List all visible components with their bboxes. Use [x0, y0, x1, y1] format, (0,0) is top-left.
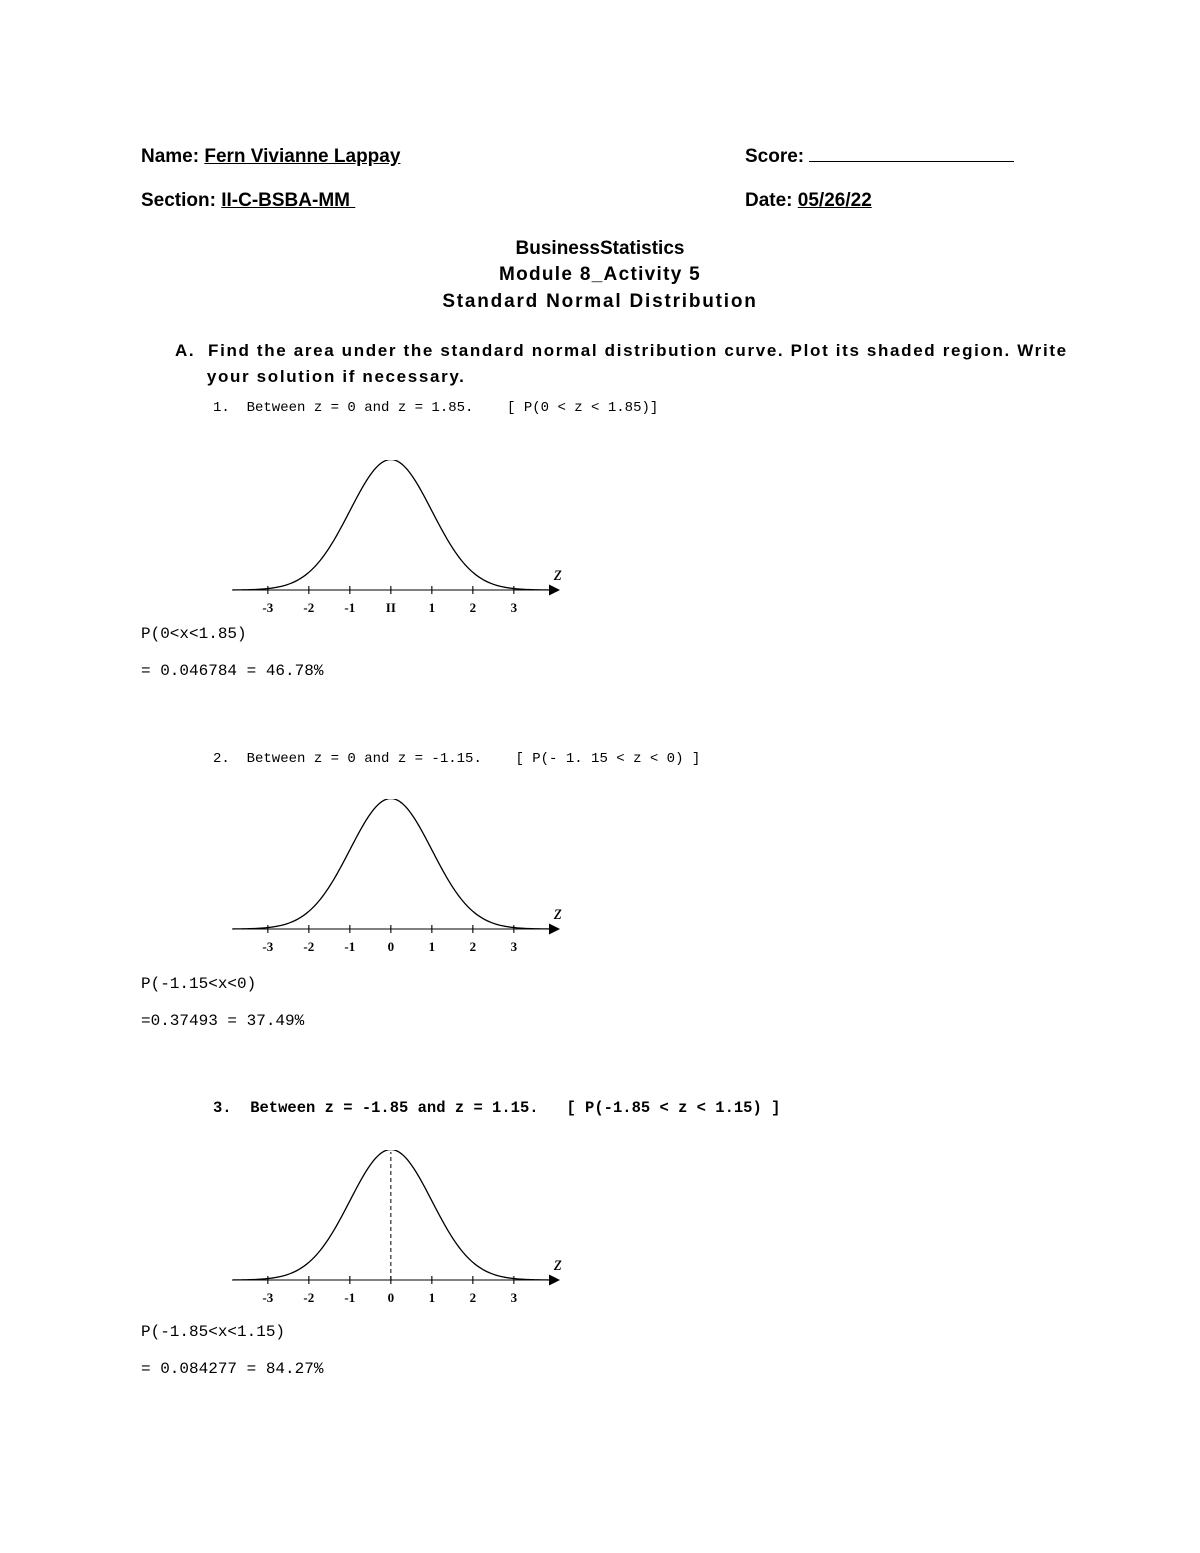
svg-text:1: 1: [429, 939, 436, 954]
svg-text:-3: -3: [262, 1290, 273, 1305]
svg-text:z: z: [553, 902, 562, 924]
svg-text:3: 3: [511, 1290, 518, 1305]
svg-text:0: 0: [388, 939, 395, 954]
svg-text:II: II: [386, 600, 396, 615]
svg-text:3: 3: [511, 939, 518, 954]
svg-text:1: 1: [429, 600, 436, 615]
svg-text:3: 3: [511, 600, 518, 615]
svg-text:2: 2: [470, 939, 477, 954]
svg-text:-2: -2: [303, 939, 314, 954]
svg-text:-2: -2: [303, 1290, 314, 1305]
svg-text:2: 2: [470, 1290, 477, 1305]
svg-text:1: 1: [429, 1290, 436, 1305]
svg-text:z: z: [553, 563, 562, 585]
svg-text:-1: -1: [344, 1290, 355, 1305]
svg-text:2: 2: [470, 600, 477, 615]
svg-text:-1: -1: [344, 939, 355, 954]
svg-text:-2: -2: [303, 600, 314, 615]
svg-text:-1: -1: [344, 600, 355, 615]
svg-text:-3: -3: [262, 600, 273, 615]
svg-text:-3: -3: [262, 939, 273, 954]
svg-text:z: z: [553, 1253, 562, 1275]
svg-text:0: 0: [388, 1290, 395, 1305]
